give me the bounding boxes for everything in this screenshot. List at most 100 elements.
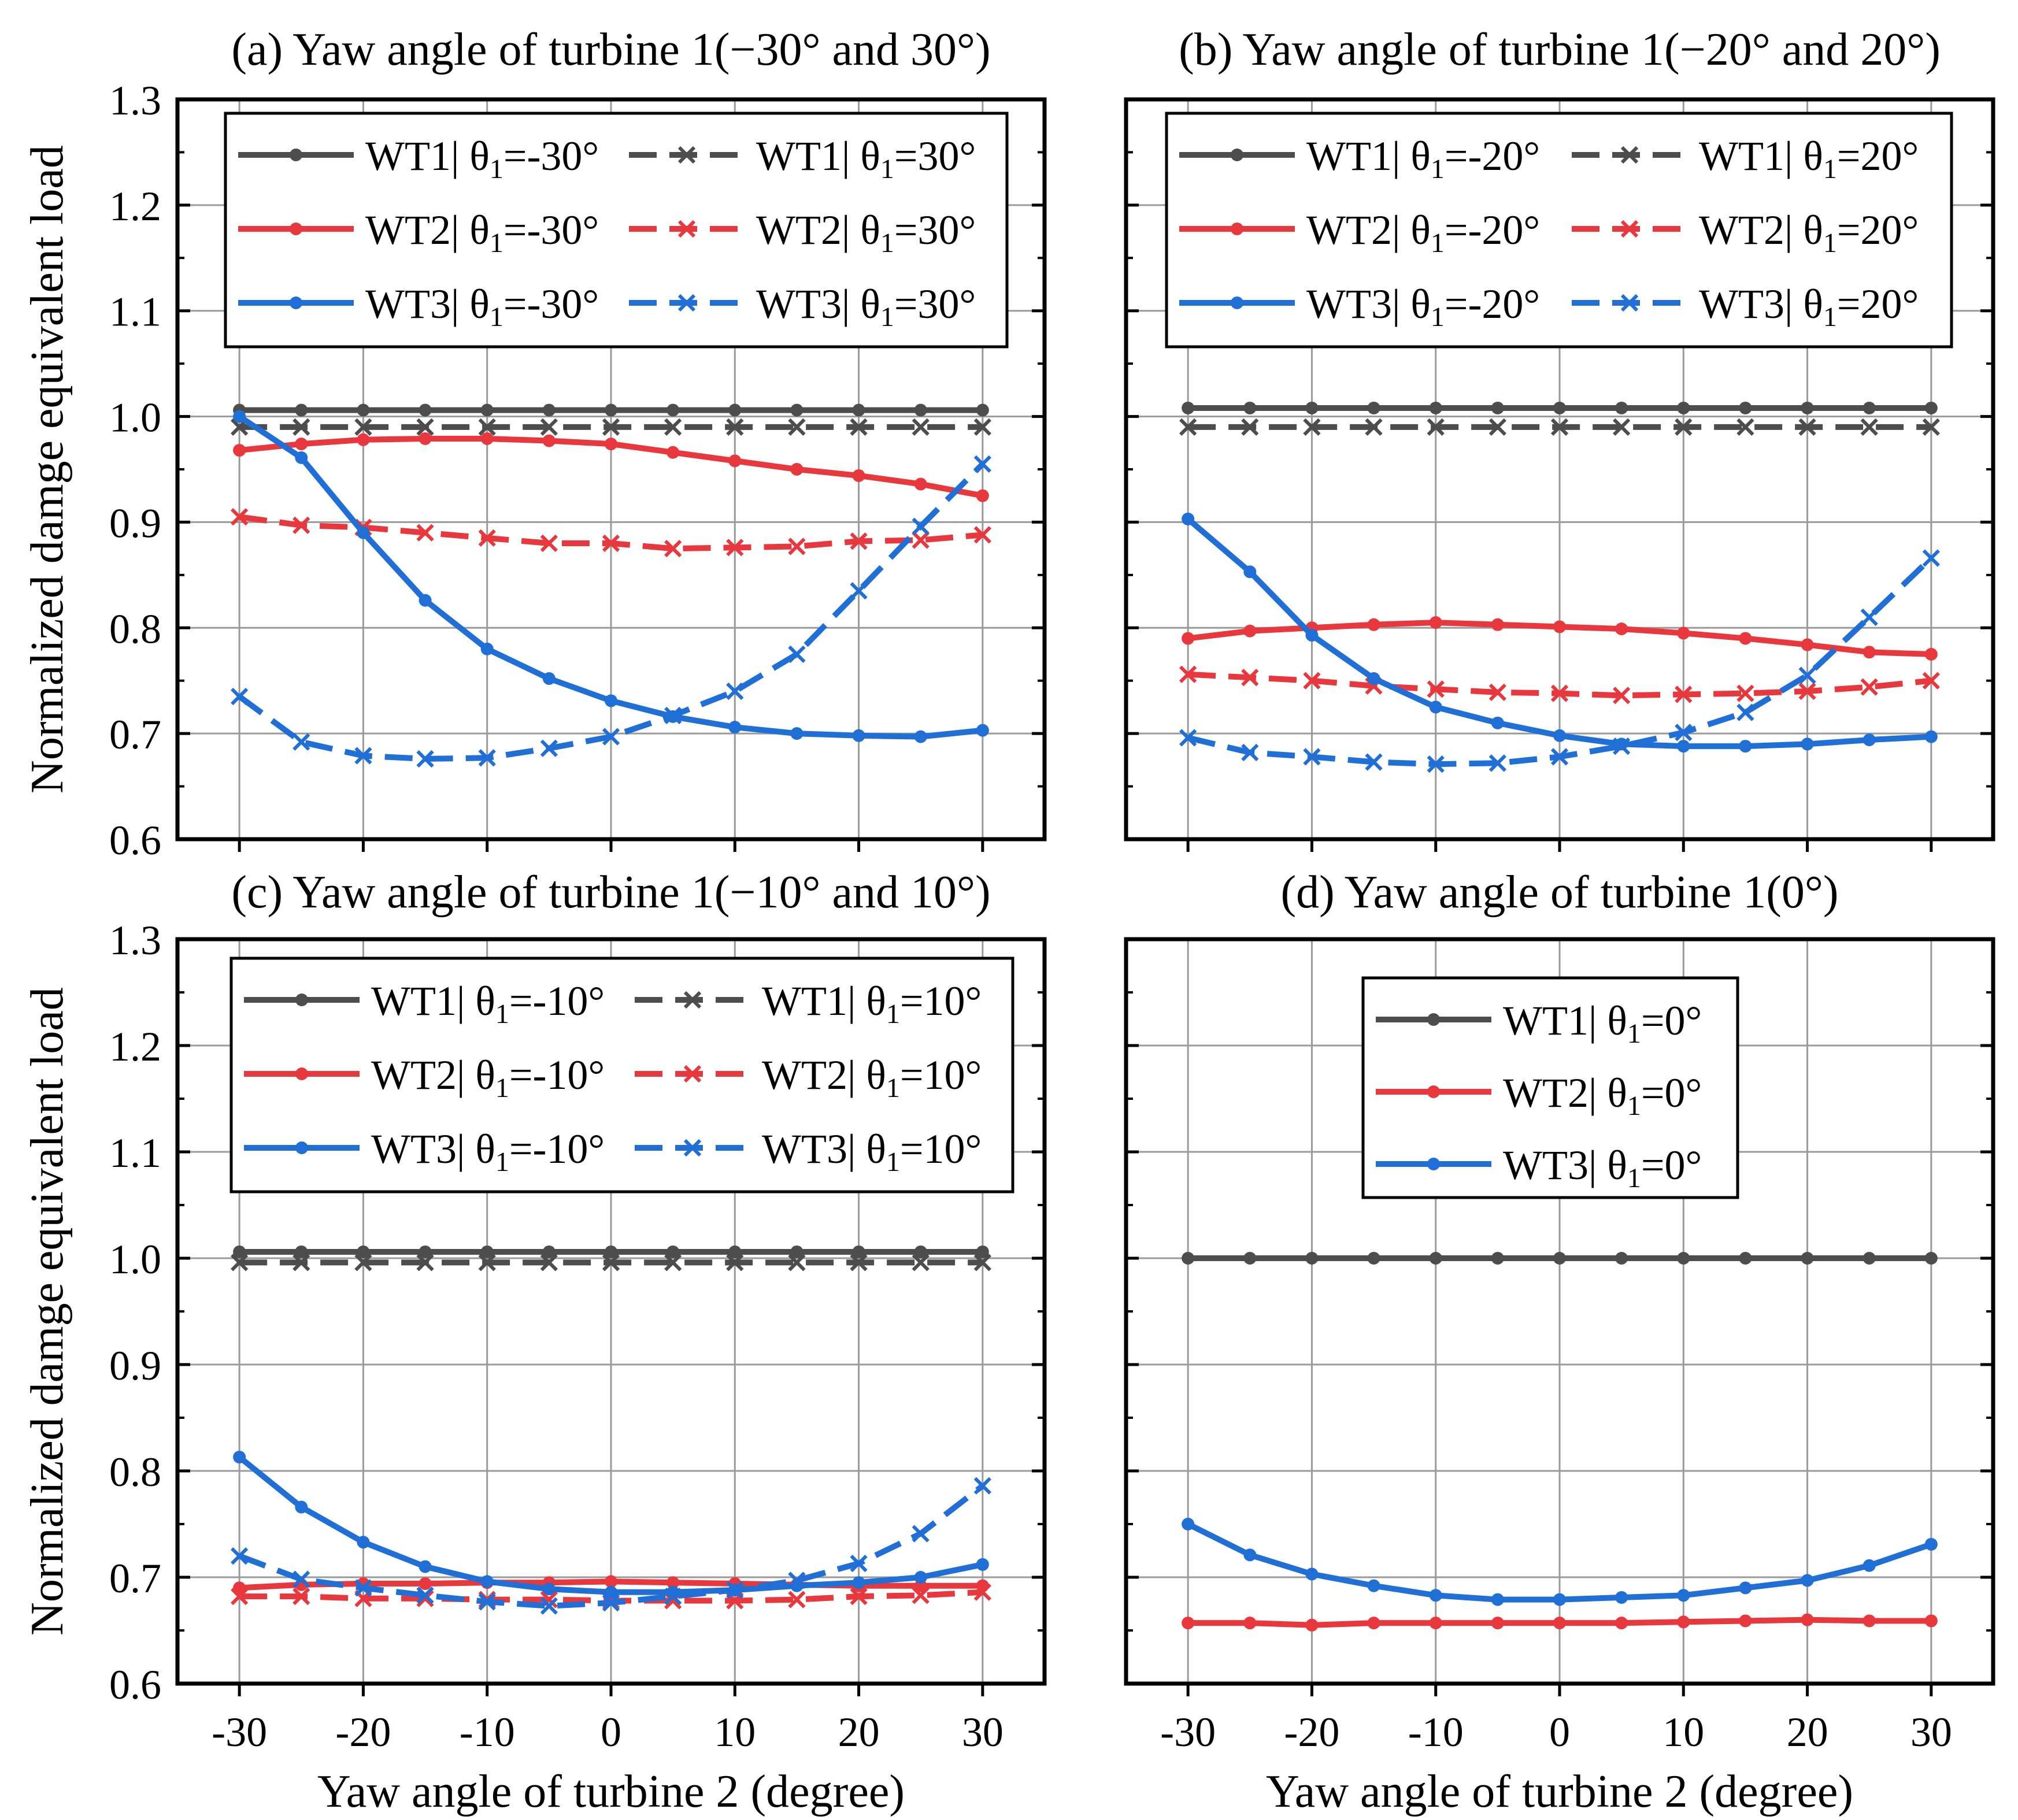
legend-box [224,112,1009,349]
data-point [419,1577,432,1591]
data-point [790,403,804,417]
legend-equals: = [900,1052,924,1098]
data-point [728,721,742,734]
data-point [1367,1579,1380,1592]
data-point [233,410,246,423]
data-point [480,403,494,417]
legend-equals: = [894,281,918,327]
legend-theta-value: -20° [1468,281,1540,327]
data-point-x-marker [1798,418,1816,436]
plot-frame [1124,97,1995,842]
data-point [852,729,865,742]
data-point-x-marker [850,418,868,436]
legend-series-name: WT1 [371,978,457,1024]
data-point-x-marker [416,418,434,436]
data-point [1677,401,1690,414]
data-point-x-marker [726,418,744,436]
y-tick-label: 1.0 [109,395,161,441]
legend-equals: = [509,1126,533,1172]
data-point-x-marker [1860,678,1878,696]
data-point-x-marker [664,1254,682,1272]
data-point-x-marker [292,1570,310,1588]
data-point-x-marker [726,1254,744,1272]
data-point [295,403,308,417]
data-point-x-marker [1922,418,1940,436]
data-point [914,730,927,743]
chart-title: (c) Yaw angle of turbine 1(−10° and 10°) [231,867,990,918]
legend-theta-symbol: | θ [847,1052,886,1098]
legend-equals: = [1837,207,1861,253]
data-point [1863,1252,1876,1265]
x-axis-label: Yaw angle of turbine 2 (degree) [1266,1766,1853,1817]
data-point [852,1245,865,1258]
legend-subscript: 1 [490,154,503,184]
legend-label: WT1| θ1=10° [762,978,982,1029]
data-point [1553,1252,1566,1265]
data-point-x-marker [973,455,991,473]
data-point [357,403,370,417]
legend-theta-symbol: | θ [1392,281,1431,327]
data-point-x-marker [231,1587,249,1606]
data-point [233,1245,246,1258]
legend-equals: = [1445,281,1468,327]
data-point [542,672,556,685]
legend-theta-symbol: | θ [1392,133,1431,179]
data-point [1491,1252,1504,1265]
legend-series-name: WT1 [1503,998,1589,1044]
data-point [1243,1252,1257,1265]
data-point [1367,1252,1380,1265]
legend-theta-symbol: | θ [451,133,490,179]
legend-theta-value: 20° [1860,207,1919,253]
data-point [728,1245,742,1258]
data-point [914,477,927,491]
data-point-x-marker [973,1254,991,1272]
legend: WT1| θ1=-10° WT1| θ1=10°WT2| θ1=-10° WT2| … [229,957,1014,1193]
data-point [419,1245,432,1258]
data-point [542,403,556,417]
data-point [852,1576,865,1589]
data-point [667,1245,680,1258]
data-point-x-marker [1241,743,1259,762]
legend-series-name: WT2 [762,1052,847,1098]
data-point [1491,716,1504,729]
y-tick-label: 1.1 [109,1130,161,1176]
data-point-x-marker [292,418,310,436]
data-point-x-marker [416,1587,434,1604]
legend: WT1| θ1=0°WT2| θ1=0°WT3| θ1=0° [1361,976,1739,1199]
legend-theta-symbol: | θ [457,1052,495,1098]
legend-subscript: 1 [1431,154,1445,184]
data-point-x-marker [231,508,249,526]
legend-equals: = [503,133,527,179]
legend-series-name: WT1 [762,978,847,1024]
legend-subscript: 1 [880,302,894,332]
legend-label: WT1| θ1=0° [1503,998,1702,1049]
x-tick-label: -30 [212,1709,267,1755]
data-point-x-marker [231,1547,249,1565]
y-axis-label: Normalized damge equivalent load [22,145,73,794]
legend-subscript: 1 [490,228,503,258]
data-point [1924,730,1938,743]
data-point [1243,1548,1257,1562]
data-point-x-marker [973,1583,991,1601]
legend-marker [295,1067,308,1080]
y-tick-label: 0.9 [109,500,161,546]
legend-theta-symbol: | θ [451,207,490,253]
data-point-x-marker [416,524,434,542]
data-point [419,594,432,607]
data-point-x-marker [912,1525,930,1543]
data-point [295,451,308,464]
x-tick-label: -10 [1408,1709,1464,1755]
legend-theta-value: 0° [1664,998,1702,1044]
data-point [605,438,617,451]
y-tick-label: 1.2 [109,183,161,229]
data-point-x-marker [354,418,372,436]
data-point [1615,1591,1628,1604]
data-point [728,403,742,417]
data-point-x-marker [1736,418,1754,436]
legend-label: WT3| θ1=10° [762,1126,982,1177]
data-point-x-marker [1488,683,1506,701]
data-point-x-marker [664,706,682,725]
legend-label: WT1| θ1=-30° [365,133,599,184]
y-tick-label: 0.8 [109,1449,161,1495]
data-point-x-marker [1860,418,1878,436]
